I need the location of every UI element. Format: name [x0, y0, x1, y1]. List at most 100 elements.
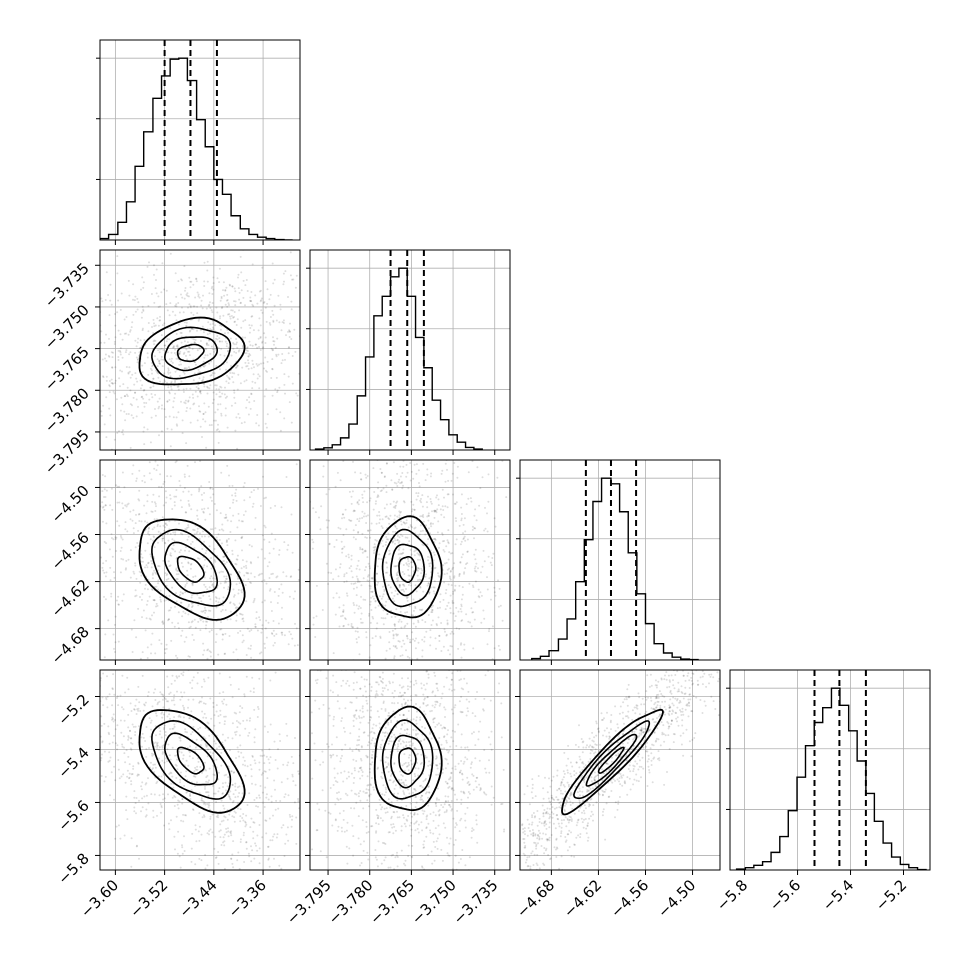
scatter-point: [245, 571, 248, 574]
scatter-point: [215, 306, 218, 309]
scatter-point: [186, 464, 189, 467]
scatter-point: [49, 618, 51, 620]
scatter-point: [270, 377, 273, 379]
scatter-point: [133, 796, 136, 799]
scatter-point: [275, 355, 278, 358]
scatter-point: [237, 276, 239, 279]
scatter-point: [227, 537, 230, 540]
scatter-point: [212, 288, 215, 291]
scatter-point: [180, 332, 183, 334]
scatter-point: [478, 596, 481, 599]
scatter-point: [316, 582, 318, 584]
scatter-point: [196, 509, 199, 512]
scatter-point: [176, 345, 179, 348]
scatter-point: [164, 526, 167, 529]
scatter-point: [263, 579, 266, 582]
scatter-point: [193, 372, 196, 375]
scatter-point: [207, 321, 210, 324]
scatter-point: [374, 600, 377, 603]
scatter-point: [200, 380, 203, 383]
scatter-point: [349, 519, 352, 522]
scatter-point: [211, 488, 214, 490]
scatter-point: [217, 653, 220, 656]
scatter-point: [185, 770, 188, 773]
scatter-point: [338, 625, 341, 628]
scatter-point: [117, 603, 120, 606]
scatter-point: [278, 553, 281, 556]
scatter-point: [97, 567, 99, 569]
scatter-point: [215, 633, 218, 636]
scatter-point: [190, 621, 193, 624]
scatter-point: [113, 343, 116, 345]
scatter-point: [262, 801, 265, 804]
scatter-point: [131, 373, 134, 376]
scatter-point: [279, 664, 281, 666]
scatter-point: [293, 644, 296, 647]
scatter-point: [452, 632, 455, 635]
scatter-point: [358, 339, 360, 341]
scatter-point: [424, 533, 427, 536]
scatter-point: [198, 487, 201, 490]
scatter-point: [134, 310, 137, 313]
scatter-point: [163, 372, 166, 375]
scatter-point: [180, 819, 183, 822]
scatter-point: [369, 536, 372, 539]
scatter-point: [449, 577, 452, 580]
scatter-point: [168, 707, 171, 710]
scatter-point: [123, 626, 125, 628]
scatter-point: [242, 514, 245, 516]
scatter-point: [242, 320, 245, 323]
scatter-point: [460, 556, 463, 559]
scatter-point: [306, 509, 308, 511]
scatter-point: [174, 550, 177, 553]
scatter-point: [132, 509, 135, 512]
scatter-point: [112, 633, 115, 636]
scatter-point: [220, 570, 223, 573]
scatter-point: [362, 598, 365, 601]
scatter-point: [449, 570, 452, 573]
scatter-point: [124, 521, 127, 524]
scatter-point: [199, 532, 201, 535]
scatter-point: [112, 720, 115, 723]
scatter-point: [229, 602, 231, 605]
scatter-point: [280, 583, 283, 586]
scatter-point: [228, 283, 231, 286]
scatter-point: [374, 440, 376, 442]
scatter-point: [382, 617, 385, 620]
scatter-point: [252, 502, 255, 505]
scatter-point: [394, 615, 397, 618]
scatter-point: [254, 294, 257, 297]
scatter-point: [170, 554, 173, 557]
scatter-point: [172, 544, 175, 547]
scatter-point: [421, 408, 423, 410]
scatter-point: [210, 360, 213, 363]
scatter-point: [278, 674, 280, 676]
scatter-point: [235, 563, 238, 566]
scatter-point: [35, 613, 37, 615]
scatter-point: [297, 772, 300, 775]
scatter-point: [322, 465, 325, 468]
scatter-point: [346, 446, 348, 448]
scatter-point: [280, 867, 283, 870]
scatter-point: [28, 415, 30, 417]
scatter-point: [459, 400, 461, 402]
scatter-point: [369, 497, 372, 500]
scatter-point: [421, 529, 424, 532]
scatter-point: [294, 559, 296, 561]
scatter-point: [409, 641, 412, 644]
scatter-point: [154, 510, 157, 512]
scatter-point: [209, 352, 212, 355]
scatter-point: [219, 829, 222, 832]
scatter-point: [312, 710, 314, 712]
scatter-point: [449, 611, 452, 614]
scatter-point: [247, 572, 250, 575]
scatter-point: [175, 295, 178, 298]
scatter-point: [259, 680, 261, 682]
scatter-point: [162, 728, 165, 731]
scatter-point: [444, 462, 447, 465]
scatter-point: [270, 532, 273, 535]
scatter-point: [410, 561, 413, 564]
scatter-point: [141, 371, 144, 374]
scatter-point: [193, 338, 195, 341]
scatter-point: [252, 601, 255, 604]
